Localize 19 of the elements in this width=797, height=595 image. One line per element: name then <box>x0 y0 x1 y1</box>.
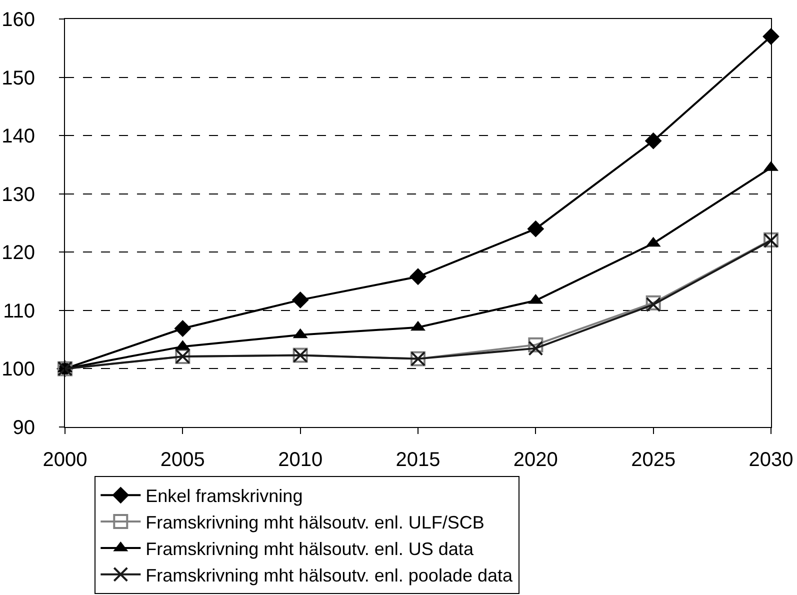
legend-label: Framskrivning mht hälsoutv. enl. poolade data <box>146 565 514 586</box>
y-tick-label: 130 <box>2 184 35 206</box>
y-tick-label: 120 <box>2 242 35 264</box>
x-tick-label: 2000 <box>42 449 88 471</box>
x-tick-label: 2020 <box>513 449 558 471</box>
x-tick-label: 2025 <box>631 449 676 471</box>
x-tick-label: 2030 <box>748 449 794 471</box>
legend-label: Framskrivning mht hälsoutv. enl. ULF/SCB <box>146 512 484 533</box>
legend-label: Enkel framskrivning <box>146 486 303 506</box>
x-tick-label: 2015 <box>396 449 440 471</box>
y-tick-label: 100 <box>2 358 35 381</box>
y-tick-label: 150 <box>2 67 35 90</box>
y-tick-label: 160 <box>2 9 35 31</box>
x-tick-label: 2010 <box>278 449 323 471</box>
x-tick-label: 2005 <box>160 449 205 471</box>
y-tick-label: 90 <box>12 417 35 439</box>
y-tick-label: 140 <box>2 126 35 148</box>
y-tick-label: 110 <box>3 300 35 322</box>
legend-label: Framskrivning mht hälsoutv. enl. US data <box>146 538 474 559</box>
